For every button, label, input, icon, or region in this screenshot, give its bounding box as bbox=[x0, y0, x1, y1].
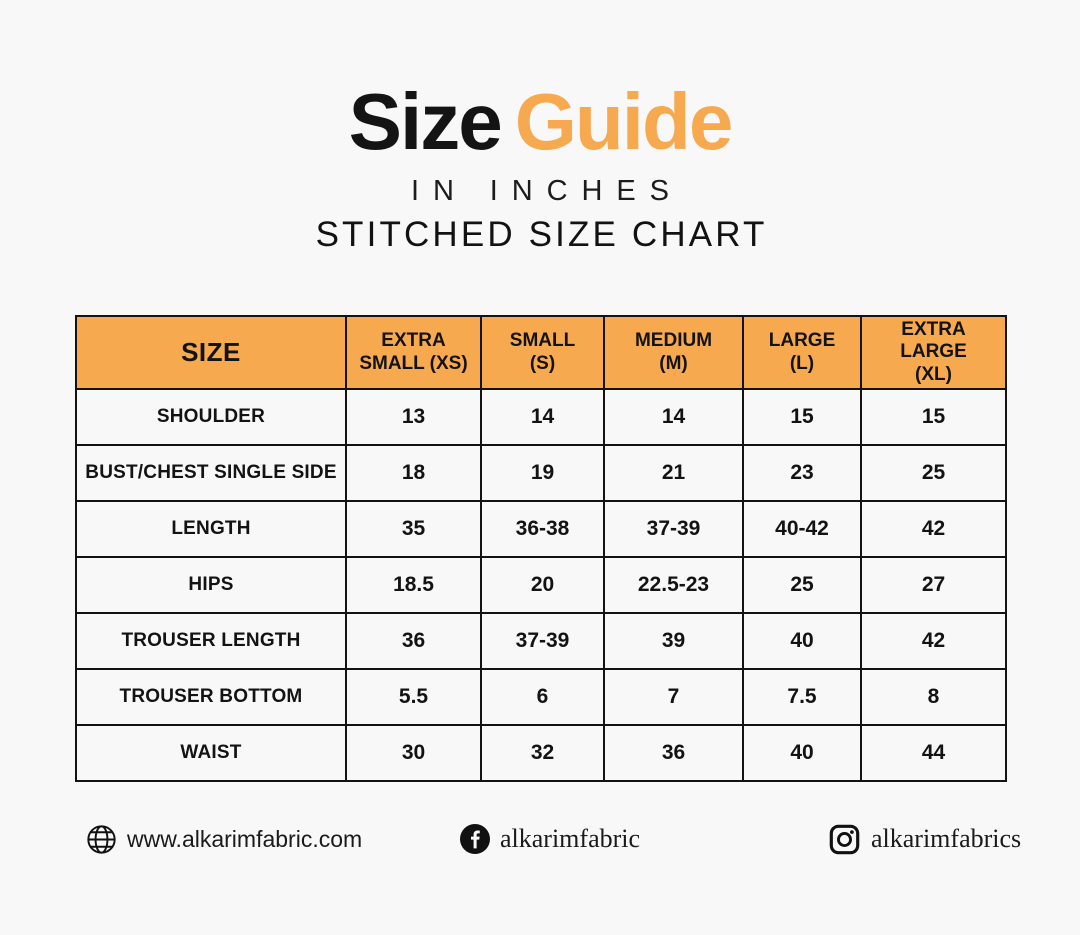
table-row-hips: HIPS 18.5 20 22.5-23 25 27 bbox=[75, 556, 1007, 615]
cell-value: 20 bbox=[480, 556, 605, 615]
row-label: WAIST bbox=[75, 724, 347, 783]
table-row-trouser-length: TROUSER LENGTH 36 37-39 39 40 42 bbox=[75, 612, 1007, 671]
cell-value: 15 bbox=[860, 388, 1007, 447]
cell-value: 18 bbox=[345, 444, 482, 503]
cell-value: 25 bbox=[742, 556, 862, 615]
cell-value: 40 bbox=[742, 612, 862, 671]
footer-website: www.alkarimfabric.com bbox=[86, 820, 362, 858]
cell-value: 36 bbox=[345, 612, 482, 671]
cell-value: 32 bbox=[480, 724, 605, 783]
cell-value: 5.5 bbox=[345, 668, 482, 727]
row-label: HIPS bbox=[75, 556, 347, 615]
column-header-extra-large: EXTRA LARGE (XL) bbox=[860, 314, 1007, 391]
title-block: Size Guide IN INCHES STITCHED SIZE CHART bbox=[0, 82, 1080, 255]
column-header-size: SIZE bbox=[75, 314, 347, 391]
cell-value: 18.5 bbox=[345, 556, 482, 615]
cell-value: 13 bbox=[345, 388, 482, 447]
cell-value: 15 bbox=[742, 388, 862, 447]
facebook-icon bbox=[460, 824, 490, 854]
subtitle-stitched-size-chart: STITCHED SIZE CHART bbox=[315, 215, 768, 254]
cell-value: 7 bbox=[603, 668, 744, 727]
table-row-length: LENGTH 35 36-38 37-39 40-42 42 bbox=[75, 500, 1007, 559]
cell-value: 36-38 bbox=[480, 500, 605, 559]
column-header-extra-small: EXTRA SMALL (XS) bbox=[345, 314, 482, 391]
size-chart-table: SIZE EXTRA SMALL (XS) SMALL (S) MEDIUM (… bbox=[75, 314, 1007, 783]
page-title: Size Guide bbox=[0, 82, 1080, 162]
table-row-shoulder: SHOULDER 13 14 14 15 15 bbox=[75, 388, 1007, 447]
instagram-handle: alkarimfabrics bbox=[871, 824, 1022, 853]
cell-value: 42 bbox=[860, 612, 1007, 671]
row-label: LENGTH bbox=[75, 500, 347, 559]
cell-value: 27 bbox=[860, 556, 1007, 615]
cell-value: 22.5-23 bbox=[603, 556, 744, 615]
row-label: SHOULDER bbox=[75, 388, 347, 447]
cell-value: 7.5 bbox=[742, 668, 862, 727]
cell-value: 19 bbox=[480, 444, 605, 503]
table-row-bust-chest: BUST/CHEST SINGLE SIDE 18 19 21 23 25 bbox=[75, 444, 1007, 503]
cell-value: 6 bbox=[480, 668, 605, 727]
table-row-trouser-bottom: TROUSER BOTTOM 5.5 6 7 7.5 8 bbox=[75, 668, 1007, 727]
instagram-icon bbox=[828, 823, 861, 856]
row-label: TROUSER BOTTOM bbox=[75, 668, 347, 727]
cell-value: 23 bbox=[742, 444, 862, 503]
row-label: BUST/CHEST SINGLE SIDE bbox=[75, 444, 347, 503]
cell-value: 35 bbox=[345, 500, 482, 559]
cell-value: 37-39 bbox=[480, 612, 605, 671]
title-word-size: Size bbox=[348, 77, 503, 166]
cell-value: 39 bbox=[603, 612, 744, 671]
column-header-large: LARGE (L) bbox=[742, 314, 862, 391]
row-label: TROUSER LENGTH bbox=[75, 612, 347, 671]
title-word-guide: Guide bbox=[514, 77, 734, 166]
footer-instagram: alkarimfabrics bbox=[828, 820, 1021, 858]
cell-value: 30 bbox=[345, 724, 482, 783]
column-header-small: SMALL (S) bbox=[480, 314, 605, 391]
cell-value: 14 bbox=[603, 388, 744, 447]
subtitle-in-inches: IN INCHES bbox=[410, 175, 683, 207]
facebook-handle: alkarimfabric bbox=[500, 824, 641, 853]
table-header-row: SIZE EXTRA SMALL (XS) SMALL (S) MEDIUM (… bbox=[75, 314, 1007, 391]
column-header-medium: MEDIUM (M) bbox=[603, 314, 744, 391]
cell-value: 21 bbox=[603, 444, 744, 503]
cell-value: 40-42 bbox=[742, 500, 862, 559]
footer-facebook: alkarimfabric bbox=[460, 820, 640, 858]
cell-value: 14 bbox=[480, 388, 605, 447]
cell-value: 37-39 bbox=[603, 500, 744, 559]
cell-value: 25 bbox=[860, 444, 1007, 503]
website-url: www.alkarimfabric.com bbox=[127, 825, 363, 852]
cell-value: 40 bbox=[742, 724, 862, 783]
cell-value: 42 bbox=[860, 500, 1007, 559]
globe-icon bbox=[86, 824, 117, 855]
cell-value: 8 bbox=[860, 668, 1007, 727]
table-row-waist: WAIST 30 32 36 40 44 bbox=[75, 724, 1007, 783]
cell-value: 36 bbox=[603, 724, 744, 783]
cell-value: 44 bbox=[860, 724, 1007, 783]
